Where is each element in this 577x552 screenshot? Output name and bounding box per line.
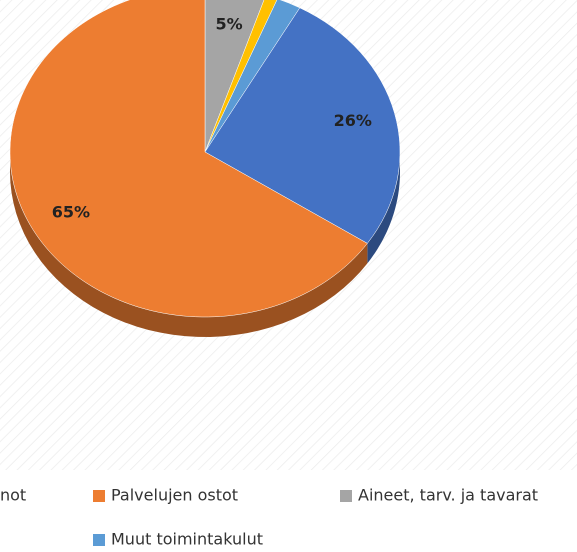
slice — [204, 7, 401, 244]
slice — [9, 0, 368, 318]
legend-label: Aineet, tarv. ja tavarat — [358, 486, 538, 505]
legend-swatch — [340, 490, 352, 502]
legend-label: Palvelujen ostot — [111, 486, 238, 505]
legend-swatch — [93, 490, 105, 502]
legend-label: Muut toimintakulut — [111, 530, 263, 549]
legend-swatch — [93, 534, 105, 546]
slice — [204, 0, 265, 153]
data-label: 26% — [334, 111, 372, 130]
data-label: 5% — [215, 14, 242, 33]
data-label: 65% — [52, 202, 90, 221]
pie: 5%1%2%26%65% — [9, 0, 401, 337]
legend: not Palvelujen ostot Aineet, tarv. ja tava… — [0, 486, 538, 549]
slice-side — [367, 152, 400, 264]
legend-label: not — [0, 486, 26, 505]
